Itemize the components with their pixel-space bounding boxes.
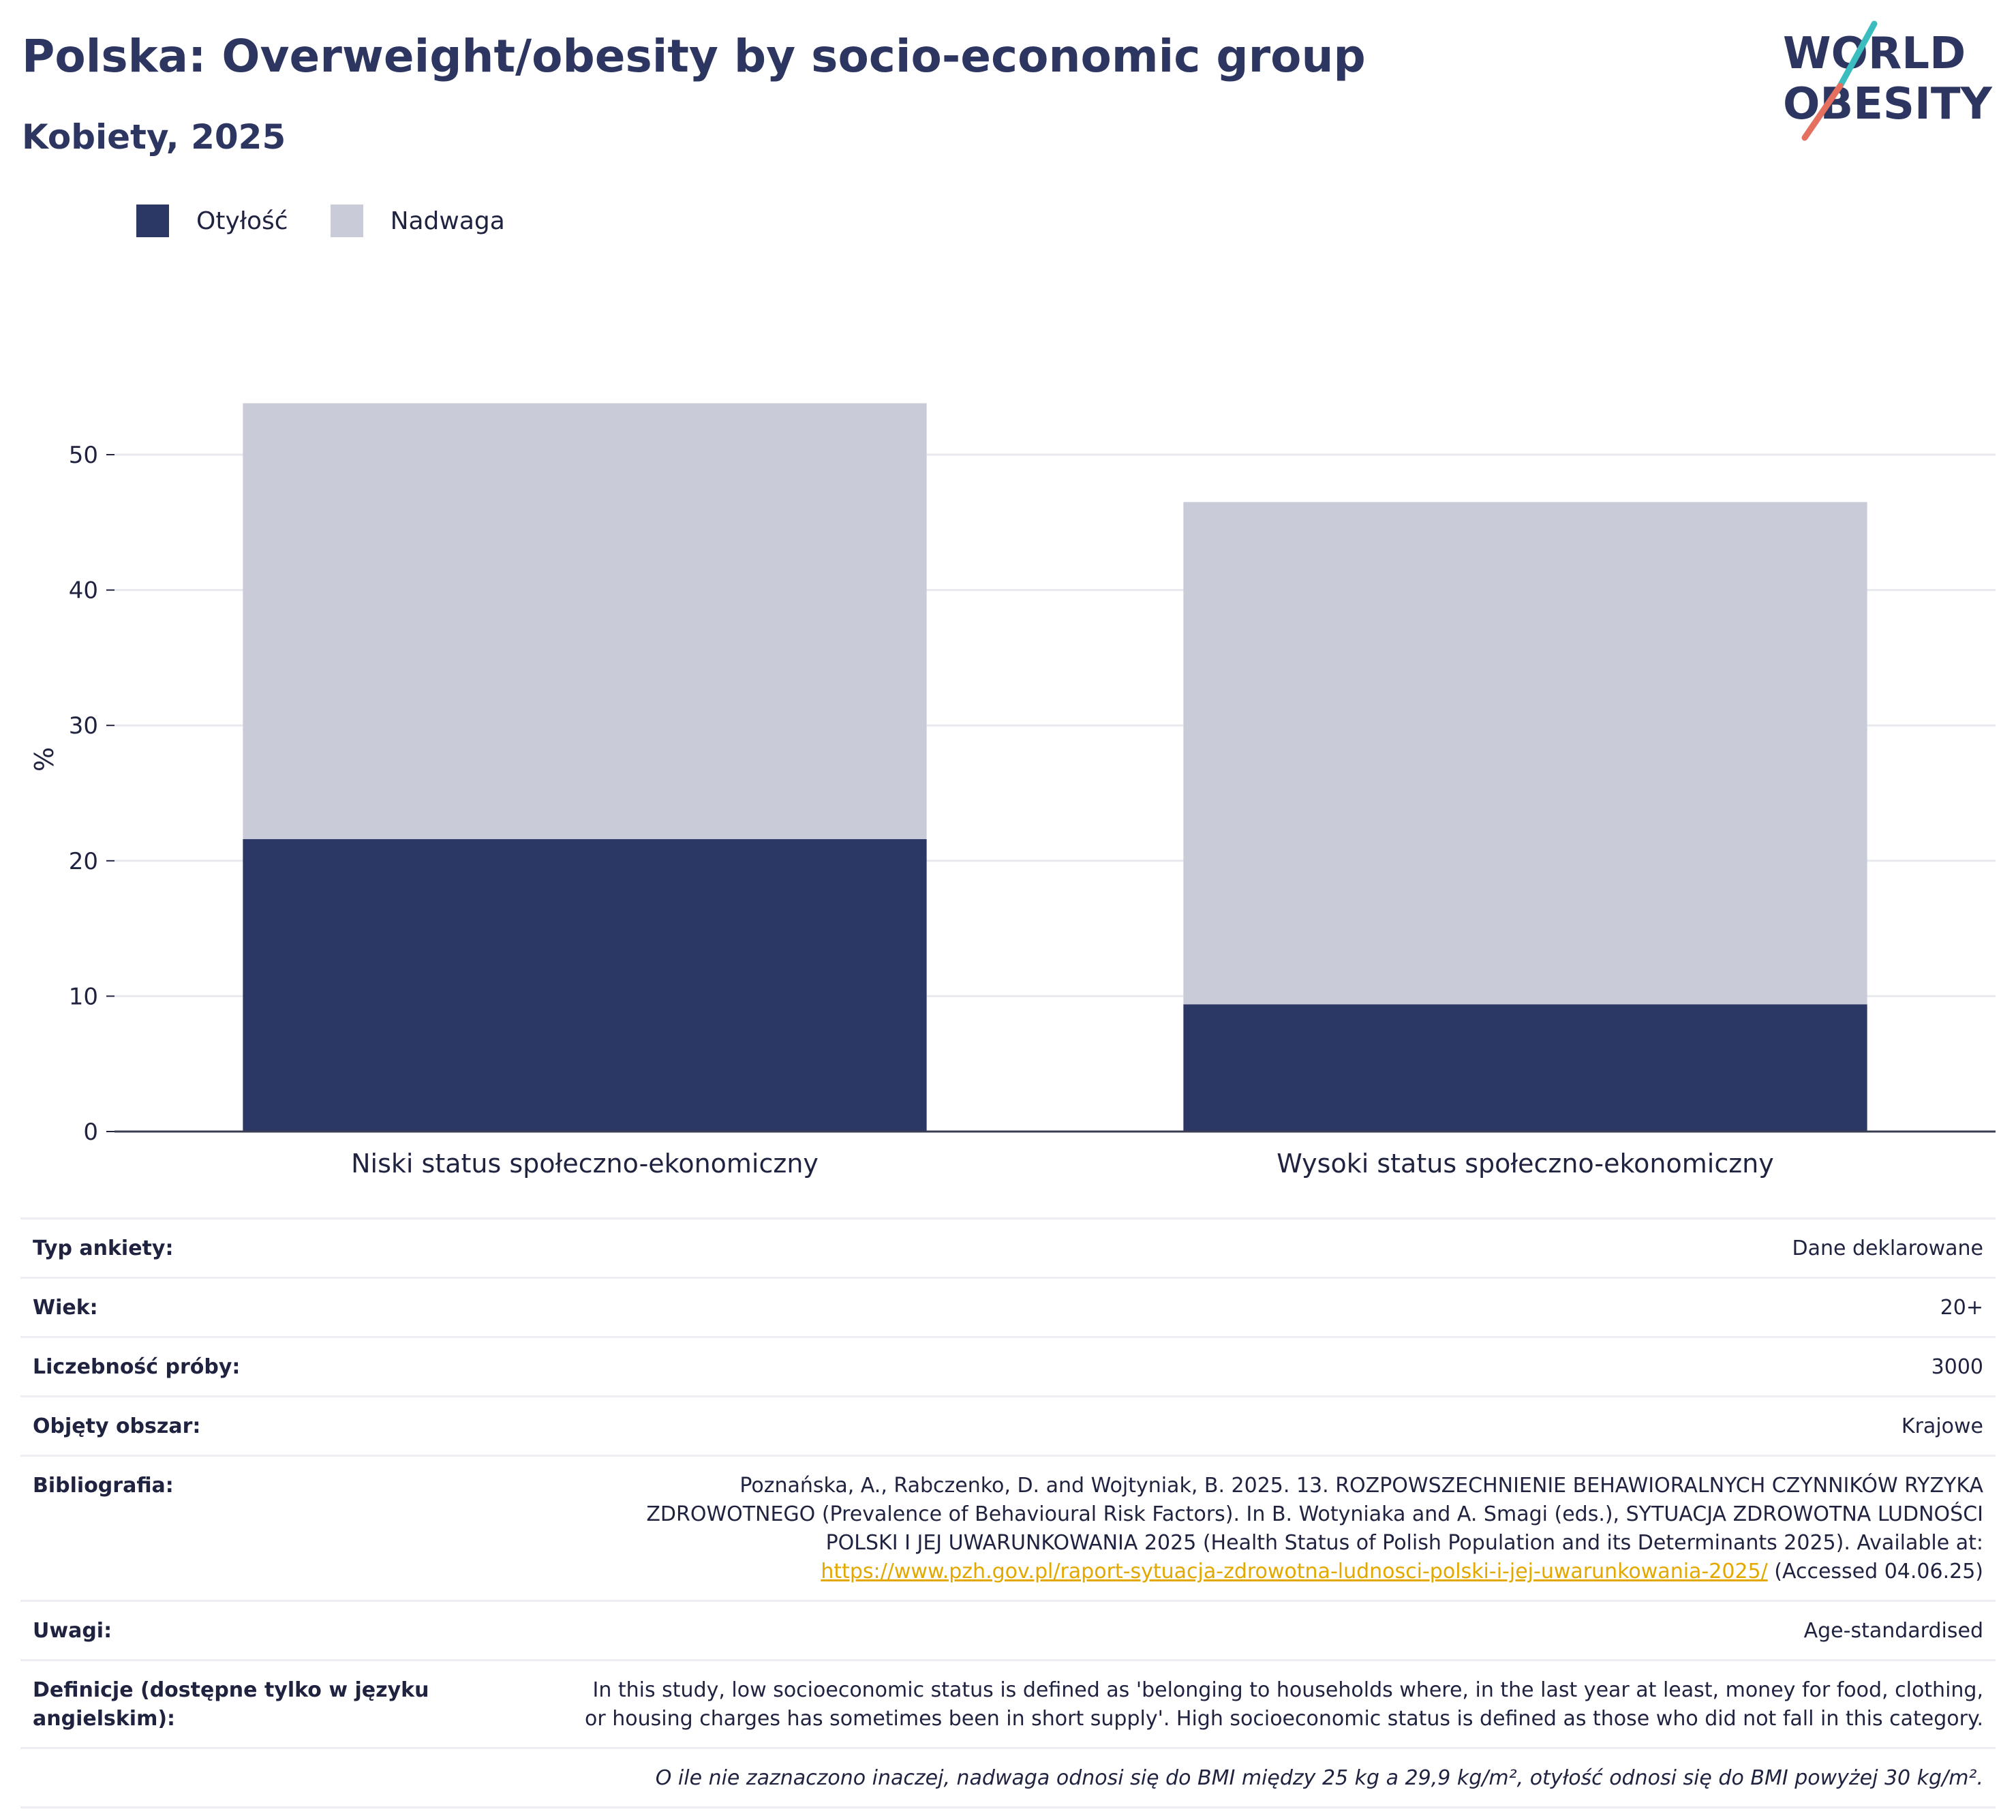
- info-row-notes: Uwagi: Age-standardised: [20, 1602, 1996, 1661]
- chart-subtitle: Kobiety, 2025: [22, 117, 286, 157]
- legend-swatch-obesity: [136, 204, 169, 237]
- info-value: 3000: [1931, 1355, 1983, 1379]
- x-category-label: Wysoki status społeczno-ekonomiczny: [1277, 1149, 1773, 1179]
- info-row-definitions: Definicje (dostępne tylko w języku angie…: [20, 1661, 1996, 1749]
- bar-overweight-1: [243, 403, 927, 840]
- info-label: Objęty obszar:: [33, 1414, 201, 1438]
- info-row-survey-type: Typ ankiety: Dane deklarowane: [20, 1219, 1996, 1279]
- legend-label-overweight: Nadwaga: [390, 207, 505, 235]
- bibliography-accessed: (Accessed 04.06.25): [1767, 1560, 1983, 1583]
- bar-obesity-2: [1183, 1004, 1867, 1132]
- info-table: Typ ankiety: Dane deklarowane Wiek: 20+ …: [20, 1217, 1996, 1808]
- definitions-line: In this study, low socioeconomic status …: [592, 1678, 1983, 1702]
- x-category-label: Niski status społeczno-ekonomiczny: [351, 1149, 819, 1179]
- legend-item-overweight[interactable]: Nadwaga: [330, 204, 505, 237]
- y-tick-label: 0: [83, 1119, 98, 1146]
- footnote-text: O ile nie zaznaczono inaczej, nadwaga od…: [655, 1766, 1983, 1790]
- definitions-label-line: angielskim):: [33, 1707, 176, 1731]
- info-row-age: Wiek: 20+: [20, 1279, 1996, 1338]
- logo-slash-teal: [1837, 20, 1878, 89]
- definitions-line: or housing charges has sometimes been in…: [585, 1707, 1983, 1731]
- y-tick-label: 50: [69, 442, 98, 469]
- info-label: Typ ankiety:: [33, 1237, 174, 1260]
- legend-label-obesity: Otyłość: [196, 207, 288, 235]
- bibliography-link[interactable]: https://www.pzh.gov.pl/raport-sytuacja-z…: [821, 1560, 1768, 1583]
- bar-obesity-1: [243, 839, 927, 1132]
- info-row-footnote: O ile nie zaznaczono inaczej, nadwaga od…: [20, 1749, 1996, 1808]
- info-label: Uwagi:: [33, 1619, 112, 1643]
- bibliography-line: Poznańska, A., Rabczenko, D. and Wojtyni…: [739, 1474, 1983, 1498]
- definitions-text: In this study, low socioeconomic status …: [469, 1676, 1983, 1733]
- info-label: Wiek:: [33, 1296, 98, 1320]
- bar-overweight-2: [1183, 502, 1867, 1005]
- info-row-bibliography: Bibliografia: Poznańska, A., Rabczenko, …: [20, 1457, 1996, 1602]
- world-obesity-logo: WORLD OBESITY: [1783, 20, 1992, 141]
- info-value: Krajowe: [1901, 1414, 1983, 1438]
- info-row-area-covered: Objęty obszar: Krajowe: [20, 1397, 1996, 1457]
- info-value: 20+: [1940, 1296, 1983, 1320]
- y-tick-label: 40: [69, 577, 98, 605]
- bibliography-link-line: https://www.pzh.gov.pl/raport-sytuacja-z…: [469, 1558, 1983, 1586]
- y-tick-label: 30: [69, 712, 98, 740]
- bibliography-line: ZDROWOTNEGO (Prevalence of Behavioural R…: [646, 1502, 1983, 1526]
- info-label: Bibliografia:: [33, 1474, 174, 1498]
- info-label: Definicje (dostępne tylko w języku angie…: [33, 1676, 469, 1733]
- bibliography-line: POLSKI I JEJ UWARUNKOWANIA 2025 (Health …: [825, 1531, 1983, 1555]
- logo-line1: WORLD: [1783, 29, 1966, 79]
- bibliography-text: Poznańska, A., Rabczenko, D. and Wojtyni…: [469, 1472, 1983, 1586]
- info-label: Liczebność próby:: [33, 1355, 241, 1379]
- chart-legend: Otyłość Nadwaga: [136, 204, 547, 237]
- legend-item-obesity[interactable]: Otyłość: [136, 204, 288, 237]
- definitions-label-line: Definicje (dostępne tylko w języku: [33, 1678, 429, 1702]
- logo-slash-coral: [1801, 82, 1844, 141]
- bar-chart: 0 10 20 30 40 50% Niski status społeczno-ekono…: [29, 403, 1996, 1179]
- legend-swatch-overweight: [330, 204, 363, 237]
- info-value: Age-standardised: [1803, 1619, 1983, 1643]
- y-tick-label: 20: [69, 848, 98, 875]
- y-tick-label: 10: [69, 983, 98, 1010]
- info-row-sample-size: Liczebność próby: 3000: [20, 1338, 1996, 1397]
- chart-title: Polska: Overweight/obesity by socio-econ…: [22, 30, 1366, 82]
- info-value: Dane deklarowane: [1792, 1237, 1983, 1260]
- y-axis-title: %: [29, 747, 59, 772]
